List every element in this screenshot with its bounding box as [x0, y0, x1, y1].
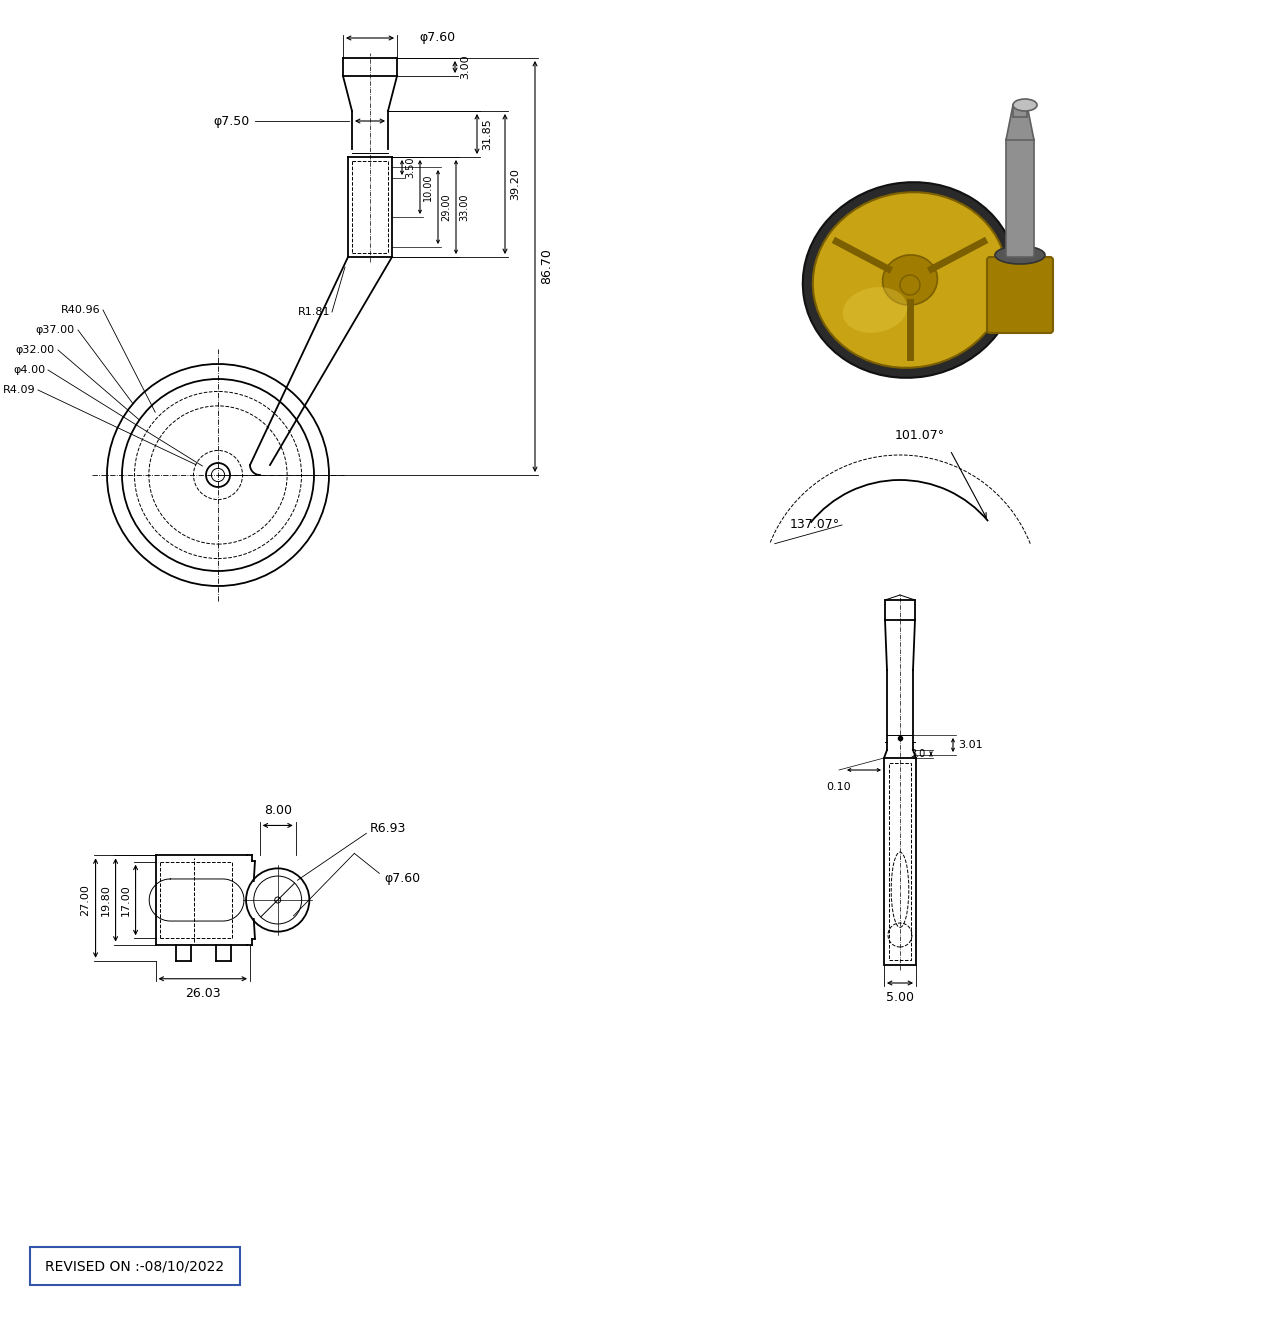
Text: 3.0: 3.0	[911, 749, 926, 759]
Text: 137.07°: 137.07°	[790, 519, 840, 532]
Text: φ7.60: φ7.60	[385, 872, 420, 884]
Ellipse shape	[803, 182, 1017, 378]
Text: 26.03: 26.03	[186, 987, 221, 1000]
Text: 0.10: 0.10	[827, 782, 852, 791]
Bar	[885, 600, 915, 620]
Text: 8.00: 8.00	[264, 805, 292, 818]
Text: 33.00: 33.00	[459, 193, 469, 221]
Text: R40.96: R40.96	[61, 305, 100, 315]
Ellipse shape	[1013, 98, 1037, 110]
Text: 3.01: 3.01	[958, 739, 983, 750]
Ellipse shape	[994, 246, 1045, 263]
Bar	[888, 763, 911, 960]
Text: R1.81: R1.81	[298, 307, 329, 317]
Text: 27.00: 27.00	[81, 884, 91, 916]
Text: φ37.00: φ37.00	[35, 325, 74, 335]
Text: 19.80: 19.80	[101, 884, 111, 916]
Ellipse shape	[882, 255, 938, 305]
Text: φ32.00: φ32.00	[16, 344, 56, 355]
Text: φ4.00: φ4.00	[13, 364, 45, 375]
Text: 17.00: 17.00	[121, 884, 130, 916]
Text: 5.00: 5.00	[886, 991, 914, 1004]
Text: 29.00: 29.00	[440, 193, 451, 221]
Circle shape	[900, 275, 920, 295]
Bar	[1013, 105, 1027, 117]
Text: 86.70: 86.70	[540, 249, 553, 285]
Text: φ7.60: φ7.60	[419, 32, 456, 44]
Text: R4.09: R4.09	[3, 384, 35, 395]
Text: 101.07°: 101.07°	[895, 430, 945, 442]
Text: 10.00: 10.00	[423, 173, 433, 201]
Polygon shape	[1006, 105, 1034, 140]
Text: φ7.50: φ7.50	[213, 114, 250, 128]
Text: 3.00: 3.00	[461, 55, 469, 80]
Text: 39.20: 39.20	[510, 168, 520, 200]
FancyBboxPatch shape	[987, 257, 1053, 332]
Bar	[30, 1248, 240, 1285]
Text: 31.85: 31.85	[482, 118, 492, 150]
Ellipse shape	[843, 287, 907, 332]
Text: 3.50: 3.50	[405, 157, 415, 178]
Bar	[883, 758, 916, 966]
FancyBboxPatch shape	[1006, 138, 1034, 257]
Text: R6.93: R6.93	[370, 822, 405, 835]
Text: REVISED ON :-08/10/2022: REVISED ON :-08/10/2022	[45, 1260, 225, 1273]
Ellipse shape	[813, 192, 1007, 368]
